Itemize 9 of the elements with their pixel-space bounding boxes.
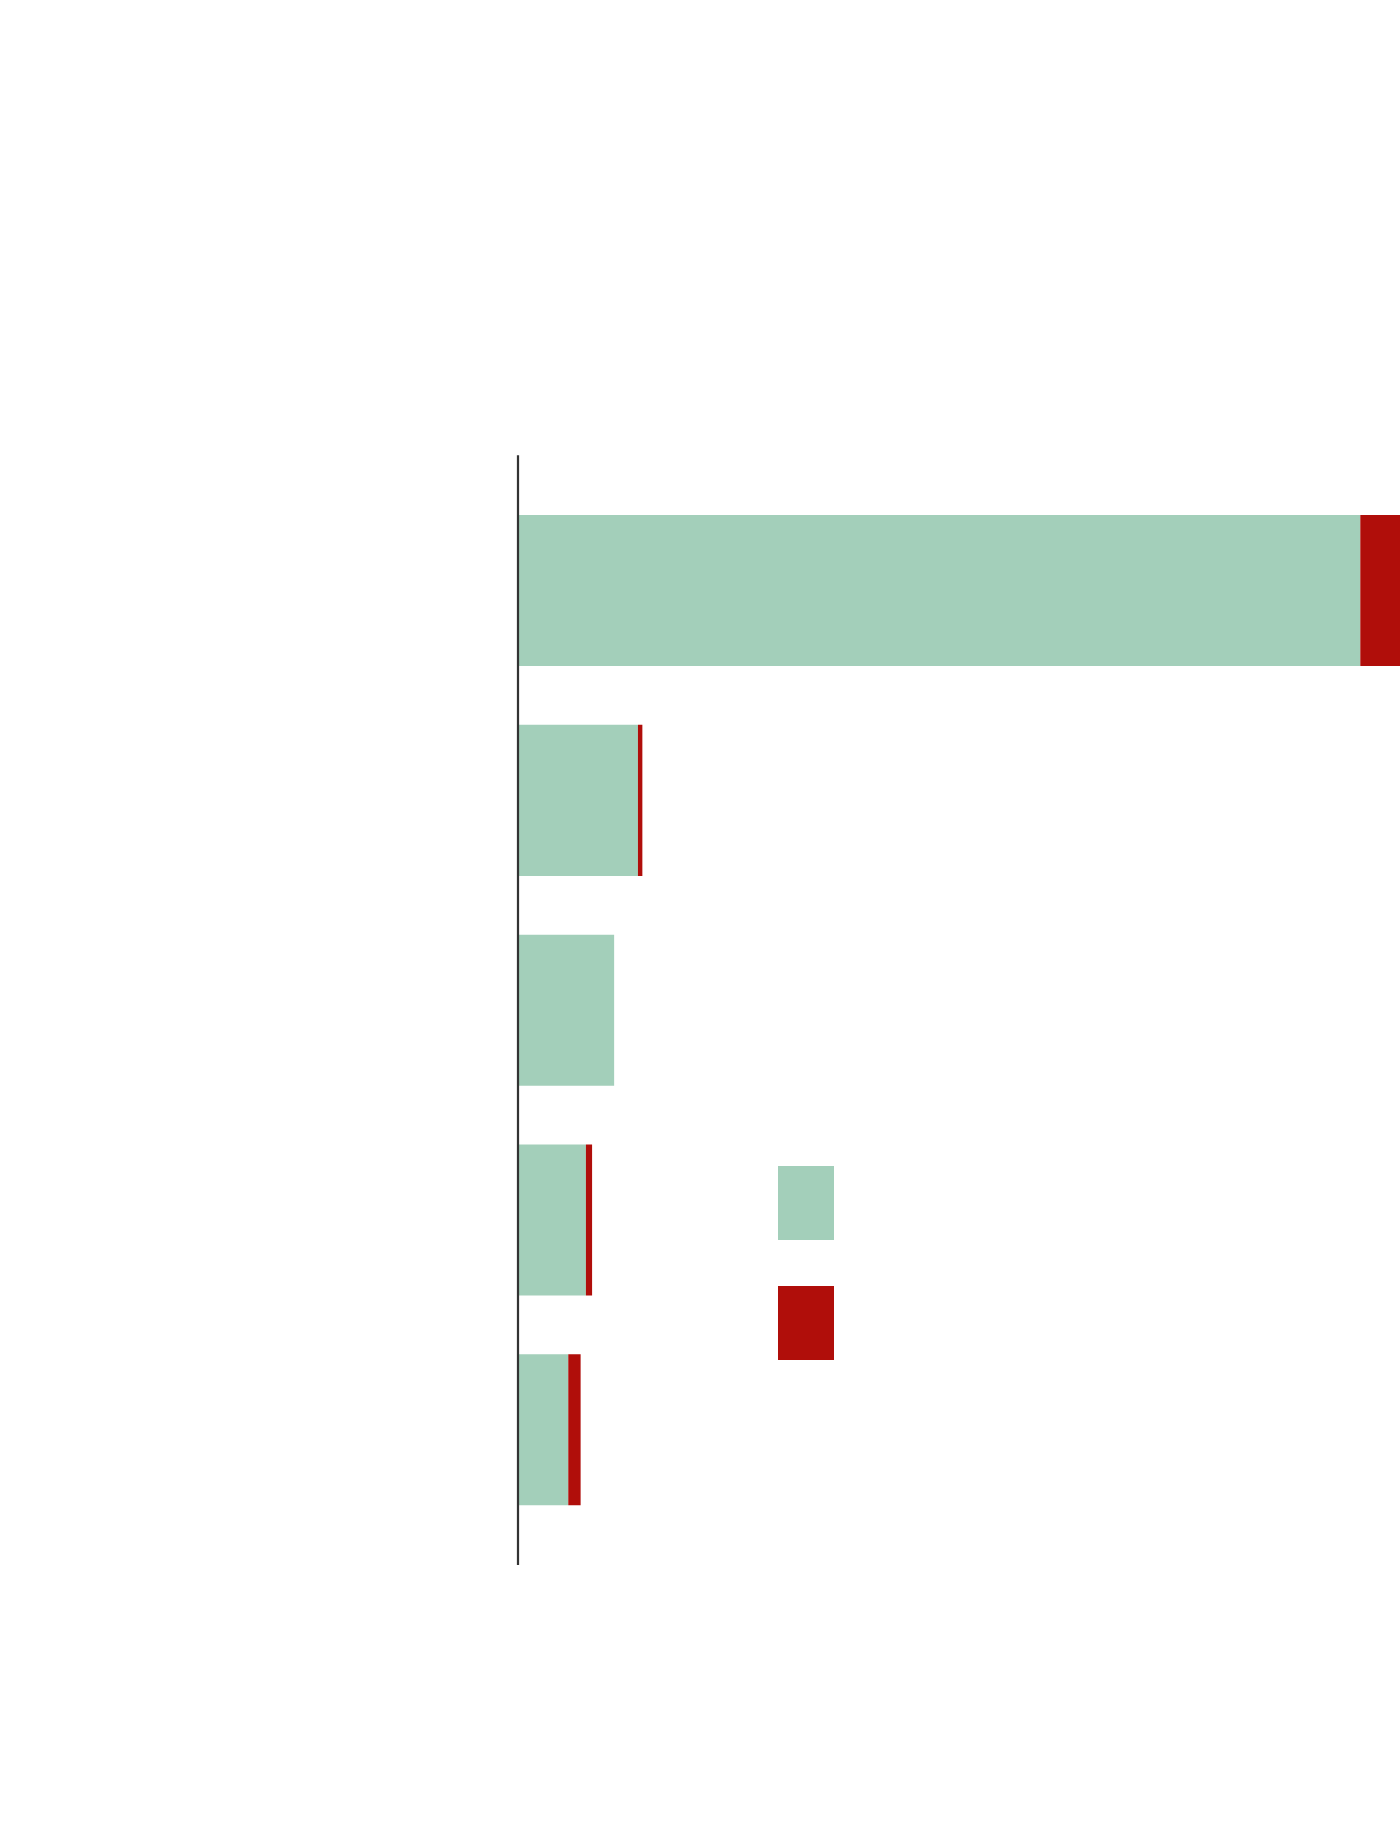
bar — [518, 934, 615, 1086]
bar — [518, 1144, 586, 1296]
bar — [637, 724, 643, 876]
bar — [585, 1144, 593, 1296]
bar — [518, 724, 638, 876]
bar — [568, 1354, 581, 1506]
bar — [1360, 515, 1400, 667]
bar — [518, 1354, 569, 1506]
bar — [518, 515, 1361, 667]
